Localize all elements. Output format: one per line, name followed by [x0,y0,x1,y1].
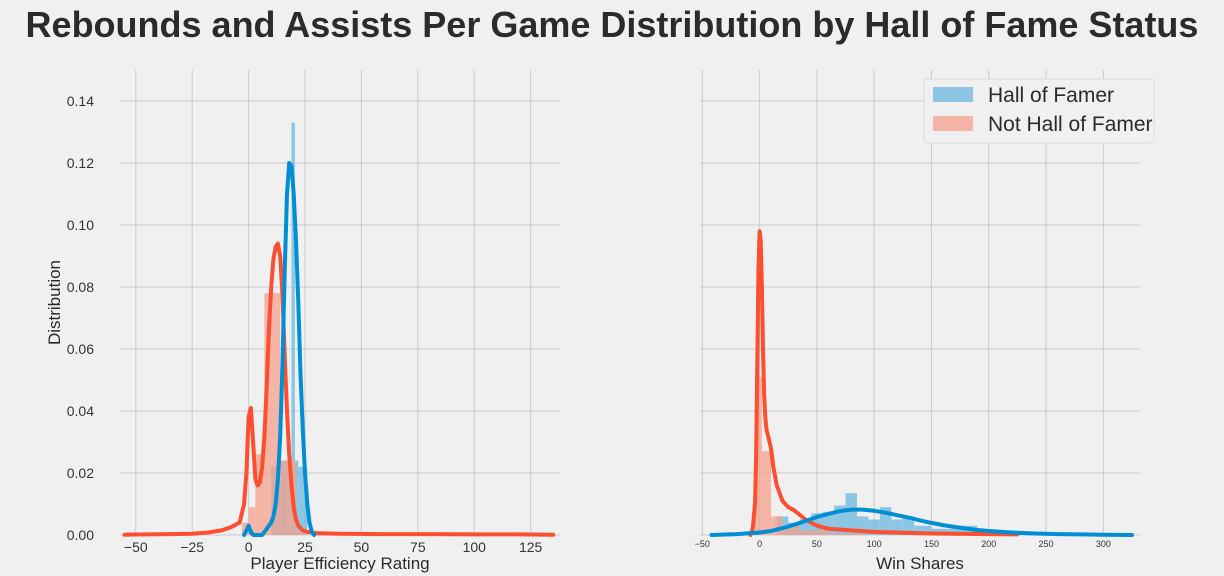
x-tick-label: 250 [1039,539,1054,549]
kde-line-not-hof [748,229,1020,537]
x-tick-label: 25 [297,539,313,555]
x-tick-label: 75 [410,539,426,555]
hist-bar [294,460,299,535]
legend-frame [923,78,1155,144]
legend-label: Not Hall of Famer [988,113,1153,136]
x-tick-label: −50 [124,539,148,555]
hist-bar [291,122,295,535]
kde-line-hof [709,507,1134,537]
x-tick-label: 125 [519,539,543,555]
panel-2: −50 0 50 100 150 200 250 300 Win Shares [695,70,1140,573]
x-tick-label: 50 [812,539,822,549]
hist-bar [298,466,308,535]
x-tick-label: −50 [695,539,710,549]
hist-bar [255,454,265,535]
legend: Hall of Famer Not Hall of Famer [923,78,1155,144]
y-tick-label: 0.06 [67,341,94,357]
x-tick-label: 50 [354,539,370,555]
y-tick-label: 0.10 [67,217,94,233]
kde-line-hof [242,161,317,537]
x-tick-label: 100 [867,539,882,549]
hist-bar [828,533,863,535]
y-tick-label: 0.00 [67,527,94,543]
y-tick-label: 0.14 [67,93,94,109]
hist-bar [868,519,880,535]
hist-bar [845,493,857,535]
hist-bar [755,376,762,535]
y-tick-label: 0.08 [67,279,94,295]
x-axis-label: Win Shares [876,554,964,573]
x-tick-label: 0 [245,539,253,555]
hist-bar [822,511,835,535]
x-tick-label: 300 [1096,539,1111,549]
hist-bar [902,516,915,535]
hist-bar [891,519,903,535]
x-tick-label: 200 [981,539,996,549]
y-tick-label: 0.02 [67,465,94,481]
legend-swatch [933,116,973,131]
y-axis-label: Distribution [45,260,64,345]
y-tick-label: 0.04 [67,403,94,419]
hist-bar [782,525,800,535]
hist-bar [914,525,932,535]
x-tick-label: 150 [924,539,939,549]
chart-title: Rebounds and Assists Per Game Distributi… [25,4,1199,45]
legend-label: Hall of Famer [988,84,1114,107]
x-tick-label: 0 [757,539,762,549]
x-tick-label: 100 [463,539,487,555]
hist-bar [248,507,256,535]
hist-bar [771,516,783,535]
hist-bar [799,519,812,535]
hist-bar [879,507,892,535]
hist-bar [856,516,869,535]
hist-bar [296,530,306,535]
x-tick-label: −25 [180,539,204,555]
kde-line-not-hof [122,241,556,537]
hist-bar [761,451,772,535]
hist-bar [799,530,829,535]
y-tick-label: 0.12 [67,155,94,171]
x-axis-label: Player Efficiency Rating [250,554,429,573]
panel-1: −50 −25 0 25 50 75 100 125 0.00 0.02 0.04 0.06 0.08 0… [45,70,560,573]
hist-bar [834,505,846,535]
legend-swatch [933,87,973,102]
